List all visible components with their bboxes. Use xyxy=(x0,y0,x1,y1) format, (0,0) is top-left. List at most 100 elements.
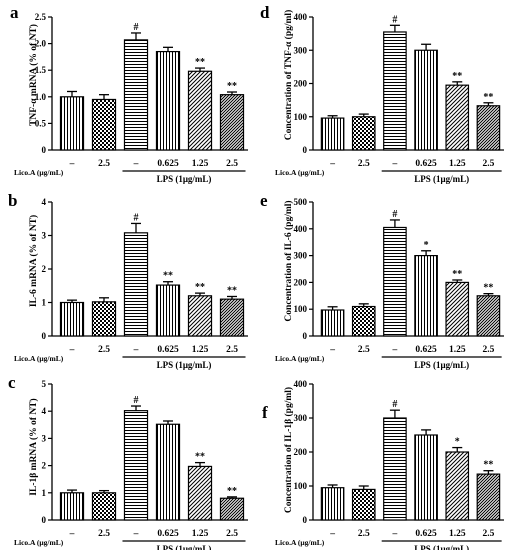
panel-letter-e: e xyxy=(260,191,268,210)
y-tick-label: 0 xyxy=(42,515,47,525)
bar xyxy=(320,117,345,151)
significance-mark: * xyxy=(424,240,429,251)
y-axis-title: Concentration of IL-1β (pg/ml) xyxy=(283,387,294,513)
x-tick-label: 2.5 xyxy=(482,529,494,539)
x-tick-label: – xyxy=(329,529,335,539)
bar xyxy=(59,492,85,521)
bar xyxy=(187,70,213,151)
bar xyxy=(155,50,181,151)
panel-letter-a: a xyxy=(10,3,19,22)
y-tick-label: 2 xyxy=(42,461,47,471)
bar xyxy=(91,492,117,521)
bar xyxy=(476,105,501,151)
y-axis-label: Concentration of IL-6 (pg/ml) xyxy=(283,200,294,321)
x-tick-label: – xyxy=(392,529,398,539)
y-tick-label: 300 xyxy=(294,45,308,55)
x-tick-label: 2.5 xyxy=(98,529,110,539)
x-tick-label: – xyxy=(133,529,139,539)
x-tick-label: 2.5 xyxy=(482,345,494,355)
y-tick-label: 1.0 xyxy=(35,92,47,102)
panel-a: a TNF-α mRNA (% of NT) 0 0.5 1.0 1.5 2.0 2.5 #… xyxy=(10,3,248,184)
y-tick-label: 400 xyxy=(294,224,308,234)
bar xyxy=(414,49,438,151)
treatment-label: Lico.A (μg/mL) xyxy=(275,168,325,177)
bar xyxy=(155,284,181,337)
x-tick-label: – xyxy=(329,345,335,355)
x-tick-label: – xyxy=(69,159,75,169)
x-tick-label: 1.25 xyxy=(449,529,466,539)
treatment-label: Lico.A (μg/mL) xyxy=(14,538,64,547)
panel-letter-c: c xyxy=(8,373,16,392)
bar xyxy=(383,31,407,151)
y-tick-label: 1 xyxy=(42,298,47,308)
bar xyxy=(351,488,376,521)
y-tick-label: 4 xyxy=(42,197,47,207)
x-tick-label: 2.5 xyxy=(98,345,110,355)
y-tick-label: 100 xyxy=(294,112,308,122)
significance-mark: ** xyxy=(195,57,205,68)
y-axis-label: Concentration of TNF-α (pg/ml) xyxy=(283,10,294,140)
significance-mark: # xyxy=(134,22,139,33)
y-tick-label: 1.5 xyxy=(35,65,47,75)
x-tick-label: 2.5 xyxy=(226,529,238,539)
y-tick-label: 400 xyxy=(294,379,308,389)
y-axis-title: TNF-α mRNA (% of NT) xyxy=(28,24,39,126)
significance-mark: ** xyxy=(227,486,237,497)
bar xyxy=(187,295,213,337)
y-tick-label: 0.5 xyxy=(35,118,47,128)
y-tick-label: 0 xyxy=(303,515,308,525)
x-tick-label: – xyxy=(392,345,398,355)
significance-mark: ** xyxy=(452,269,462,280)
y-tick-label: 200 xyxy=(294,277,308,287)
plot-area: 0 1 2 3 4 5 # ** ** – 2.5 – 0.625 1.25 2.5 Lico.A (μg/m… xyxy=(14,379,248,550)
x-tick-label: 1.25 xyxy=(192,345,209,355)
lps-label: LPS (1μg/mL) xyxy=(157,360,212,370)
bar xyxy=(91,301,117,337)
bar xyxy=(219,497,245,521)
significance-mark: ** xyxy=(483,283,493,294)
plot-area: 0 1 2 3 4 # ** ** ** – 2.5 – 0.625 1.25 2.5 Lico.A (μg/… xyxy=(14,197,248,370)
bar xyxy=(187,465,213,521)
bar xyxy=(383,417,407,521)
x-tick-label: 2.5 xyxy=(226,159,238,169)
bar xyxy=(383,226,407,337)
y-tick-label: 3 xyxy=(42,231,47,241)
y-tick-label: 100 xyxy=(294,481,308,491)
y-tick-label: 2.5 xyxy=(35,12,47,22)
x-tick-label: 2.5 xyxy=(358,345,370,355)
bar xyxy=(59,301,85,337)
x-tick-label: 0.625 xyxy=(415,159,437,169)
bar xyxy=(219,298,245,337)
y-tick-label: 100 xyxy=(294,304,308,314)
y-tick-label: 0 xyxy=(42,331,47,341)
lps-label: LPS (1μg/mL) xyxy=(414,174,469,184)
y-axis-label: IL-6 mRNA (% of NT) xyxy=(28,215,39,307)
bar xyxy=(123,39,149,151)
panel-letter-f: f xyxy=(262,403,268,422)
treatment-label: Lico.A (μg/mL) xyxy=(14,354,64,363)
x-tick-label: 0.625 xyxy=(157,345,179,355)
bar xyxy=(445,281,470,337)
x-tick-label: 0.625 xyxy=(157,159,179,169)
plot-area: 0 100 200 300 400 # ** ** – 2.5 – 0.625 1.25 2.5 Lico.… xyxy=(275,12,504,184)
y-tick-label: 200 xyxy=(294,447,308,457)
bar xyxy=(445,451,470,521)
lps-label: LPS (1μg/mL) xyxy=(414,544,469,550)
significance-mark: # xyxy=(134,395,139,406)
significance-mark: ** xyxy=(227,285,237,296)
y-tick-label: 1 xyxy=(42,488,47,498)
y-axis-title: Concentration of IL-6 (pg/ml) xyxy=(283,200,294,321)
bar xyxy=(320,487,345,521)
significance-mark: ** xyxy=(452,71,462,82)
y-tick-label: 500 xyxy=(294,197,308,207)
y-tick-label: 5 xyxy=(42,379,47,389)
panel-d: d Concentration of TNF-α (pg/ml) 0 100 200… xyxy=(260,3,504,184)
significance-mark: # xyxy=(392,399,397,410)
y-tick-label: 4 xyxy=(42,406,47,416)
lps-label: LPS (1μg/mL) xyxy=(414,360,469,370)
significance-mark: ** xyxy=(227,81,237,92)
bar xyxy=(351,305,376,337)
